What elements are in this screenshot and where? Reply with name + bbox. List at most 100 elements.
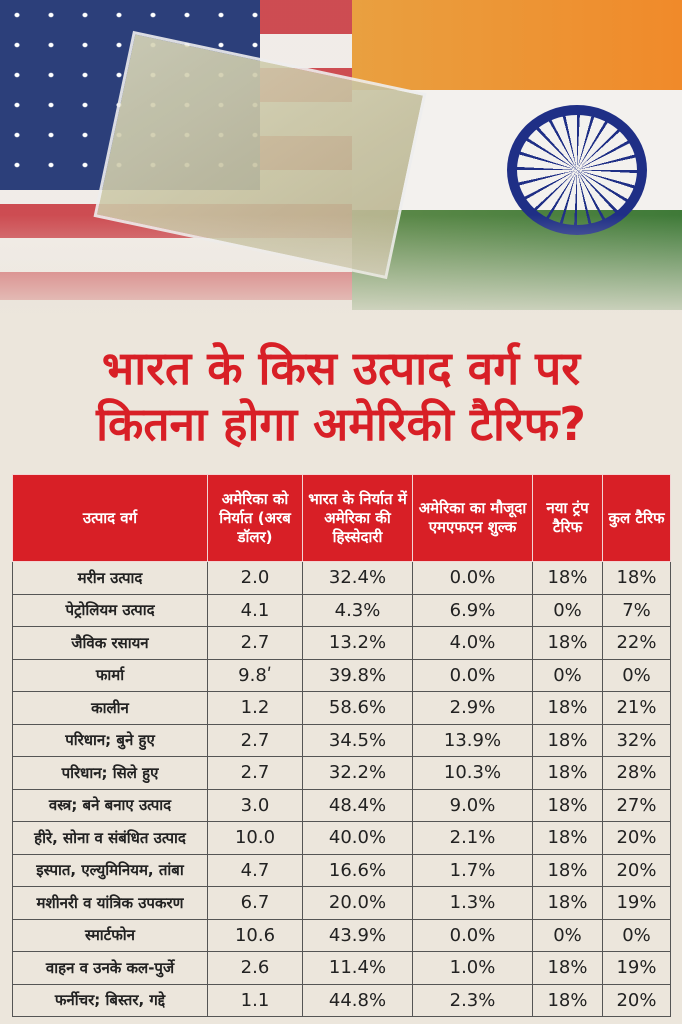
value-cell: 0%	[602, 658, 671, 692]
value-cell: 48.4%	[302, 788, 413, 822]
category-cell: हीरे, सोना व संबंधित उत्पाद	[12, 821, 208, 855]
category-cell: कालीन	[12, 691, 208, 725]
column-header: भारत के निर्यात में अमेरिका की हिस्सेदार…	[302, 474, 413, 562]
category-cell: पेट्रोलियम उत्पाद	[12, 593, 208, 627]
value-cell: 58.6%	[302, 691, 413, 725]
value-cell: 20%	[602, 821, 671, 855]
value-cell: 3.0	[207, 788, 303, 822]
value-cell: 18%	[532, 983, 603, 1017]
hero-image-us-india-flags-money	[0, 0, 682, 335]
table-row: स्मार्टफोन 10.6 43.9% 0.0% 0% 0%	[12, 918, 671, 952]
value-cell: 2.0	[207, 561, 303, 595]
value-cell: 10.0	[207, 821, 303, 855]
table-row: कालीन 1.2 58.6% 2.9% 18% 21%	[12, 691, 671, 725]
value-cell: 20.0%	[302, 886, 413, 920]
column-header: नया ट्रंप टैरिफ	[532, 474, 603, 562]
value-cell: 32.4%	[302, 561, 413, 595]
value-cell: 10.3%	[412, 756, 533, 790]
column-header: अमेरिका का मौजूदा एमएफएन शुल्क	[412, 474, 533, 562]
table-row: फार्मा 9.8ʹ 39.8% 0.0% 0% 0%	[12, 658, 671, 692]
value-cell: 0%	[602, 918, 671, 952]
value-cell: 13.9%	[412, 723, 533, 757]
table-row: जैविक रसायन 2.7 13.2% 4.0% 18% 22%	[12, 626, 671, 660]
category-cell: वाहन व उनके कल-पुर्जे	[12, 951, 208, 985]
value-cell: 1.1	[207, 983, 303, 1017]
table-row: हीरे, सोना व संबंधित उत्पाद 10.0 40.0% 2.1%…	[12, 821, 671, 855]
value-cell: 43.9%	[302, 918, 413, 952]
title-line-2: कितना होगा अमेरिकी टैरिफ?	[96, 397, 586, 451]
value-cell: 2.7	[207, 626, 303, 660]
value-cell: 1.7%	[412, 853, 533, 887]
value-cell: 0.0%	[412, 561, 533, 595]
value-cell: 28%	[602, 756, 671, 790]
value-cell: 44.8%	[302, 983, 413, 1017]
value-cell: 18%	[532, 951, 603, 985]
value-cell: 1.0%	[412, 951, 533, 985]
table-header-row: उत्पाद वर्ग अमेरिका को निर्यात (अरब डॉलर)…	[12, 474, 671, 562]
value-cell: 18%	[532, 626, 603, 660]
table-row: मशीनरी व यांत्रिक उपकरण 6.7 20.0% 1.3% 18% 19…	[12, 886, 671, 920]
value-cell: 6.7	[207, 886, 303, 920]
column-header: कुल टैरिफ	[602, 474, 671, 562]
value-cell: 16.6%	[302, 853, 413, 887]
value-cell: 2.9%	[412, 691, 533, 725]
value-cell: 2.3%	[412, 983, 533, 1017]
value-cell: 9.0%	[412, 788, 533, 822]
page-title: भारत के किस उत्पाद वर्ग पर कितना होगा अम…	[0, 340, 682, 452]
value-cell: 13.2%	[302, 626, 413, 660]
value-cell: 4.3%	[302, 593, 413, 627]
table-row: वाहन व उनके कल-पुर्जे 2.6 11.4% 1.0% 18% 19%	[12, 951, 671, 985]
value-cell: 2.7	[207, 756, 303, 790]
value-cell: 19%	[602, 951, 671, 985]
category-cell: मशीनरी व यांत्रिक उपकरण	[12, 886, 208, 920]
value-cell: 7%	[602, 593, 671, 627]
value-cell: 4.0%	[412, 626, 533, 660]
value-cell: 1.2	[207, 691, 303, 725]
value-cell: 18%	[602, 561, 671, 595]
category-cell: परिधान; सिले हुए	[12, 756, 208, 790]
value-cell: 11.4%	[302, 951, 413, 985]
value-cell: 19%	[602, 886, 671, 920]
value-cell: 0.0%	[412, 658, 533, 692]
category-cell: इस्पात, एल्युमिनियम, तांबा	[12, 853, 208, 887]
value-cell: 34.5%	[302, 723, 413, 757]
table-row: पेट्रोलियम उत्पाद 4.1 4.3% 6.9% 0% 7%	[12, 593, 671, 627]
value-cell: 2.7	[207, 723, 303, 757]
value-cell: 2.1%	[412, 821, 533, 855]
value-cell: 18%	[532, 788, 603, 822]
value-cell: 32%	[602, 723, 671, 757]
column-header: अमेरिका को निर्यात (अरब डॉलर)	[207, 474, 303, 562]
table-row: मरीन उत्पाद 2.0 32.4% 0.0% 18% 18%	[12, 561, 671, 595]
value-cell: 18%	[532, 756, 603, 790]
value-cell: 18%	[532, 886, 603, 920]
value-cell: 4.1	[207, 593, 303, 627]
table-row: फर्नीचर; बिस्तर, गद्दे 1.1 44.8% 2.3% 18% 20%	[12, 983, 671, 1017]
category-cell: परिधान; बुने हुए	[12, 723, 208, 757]
value-cell: 32.2%	[302, 756, 413, 790]
value-cell: 0%	[532, 658, 603, 692]
value-cell: 10.6	[207, 918, 303, 952]
category-cell: फार्मा	[12, 658, 208, 692]
title-line-1: भारत के किस उत्पाद वर्ग पर	[101, 341, 581, 395]
table-row: परिधान; सिले हुए 2.7 32.2% 10.3% 18% 28%	[12, 756, 671, 790]
category-cell: मरीन उत्पाद	[12, 561, 208, 595]
value-cell: 1.3%	[412, 886, 533, 920]
value-cell: 40.0%	[302, 821, 413, 855]
value-cell: 20%	[602, 983, 671, 1017]
value-cell: 18%	[532, 561, 603, 595]
value-cell: 20%	[602, 853, 671, 887]
value-cell: 0.0%	[412, 918, 533, 952]
table-row: परिधान; बुने हुए 2.7 34.5% 13.9% 18% 32%	[12, 723, 671, 757]
table-row: वस्त्र; बने बनाए उत्पाद 3.0 48.4% 9.0% 18% 27…	[12, 788, 671, 822]
value-cell: 18%	[532, 853, 603, 887]
value-cell: 0%	[532, 918, 603, 952]
value-cell: 39.8%	[302, 658, 413, 692]
value-cell: 4.7	[207, 853, 303, 887]
column-header: उत्पाद वर्ग	[12, 474, 208, 562]
value-cell: 0%	[532, 593, 603, 627]
category-cell: फर्नीचर; बिस्तर, गद्दे	[12, 983, 208, 1017]
category-cell: जैविक रसायन	[12, 626, 208, 660]
value-cell: 22%	[602, 626, 671, 660]
value-cell: 18%	[532, 821, 603, 855]
value-cell: 27%	[602, 788, 671, 822]
